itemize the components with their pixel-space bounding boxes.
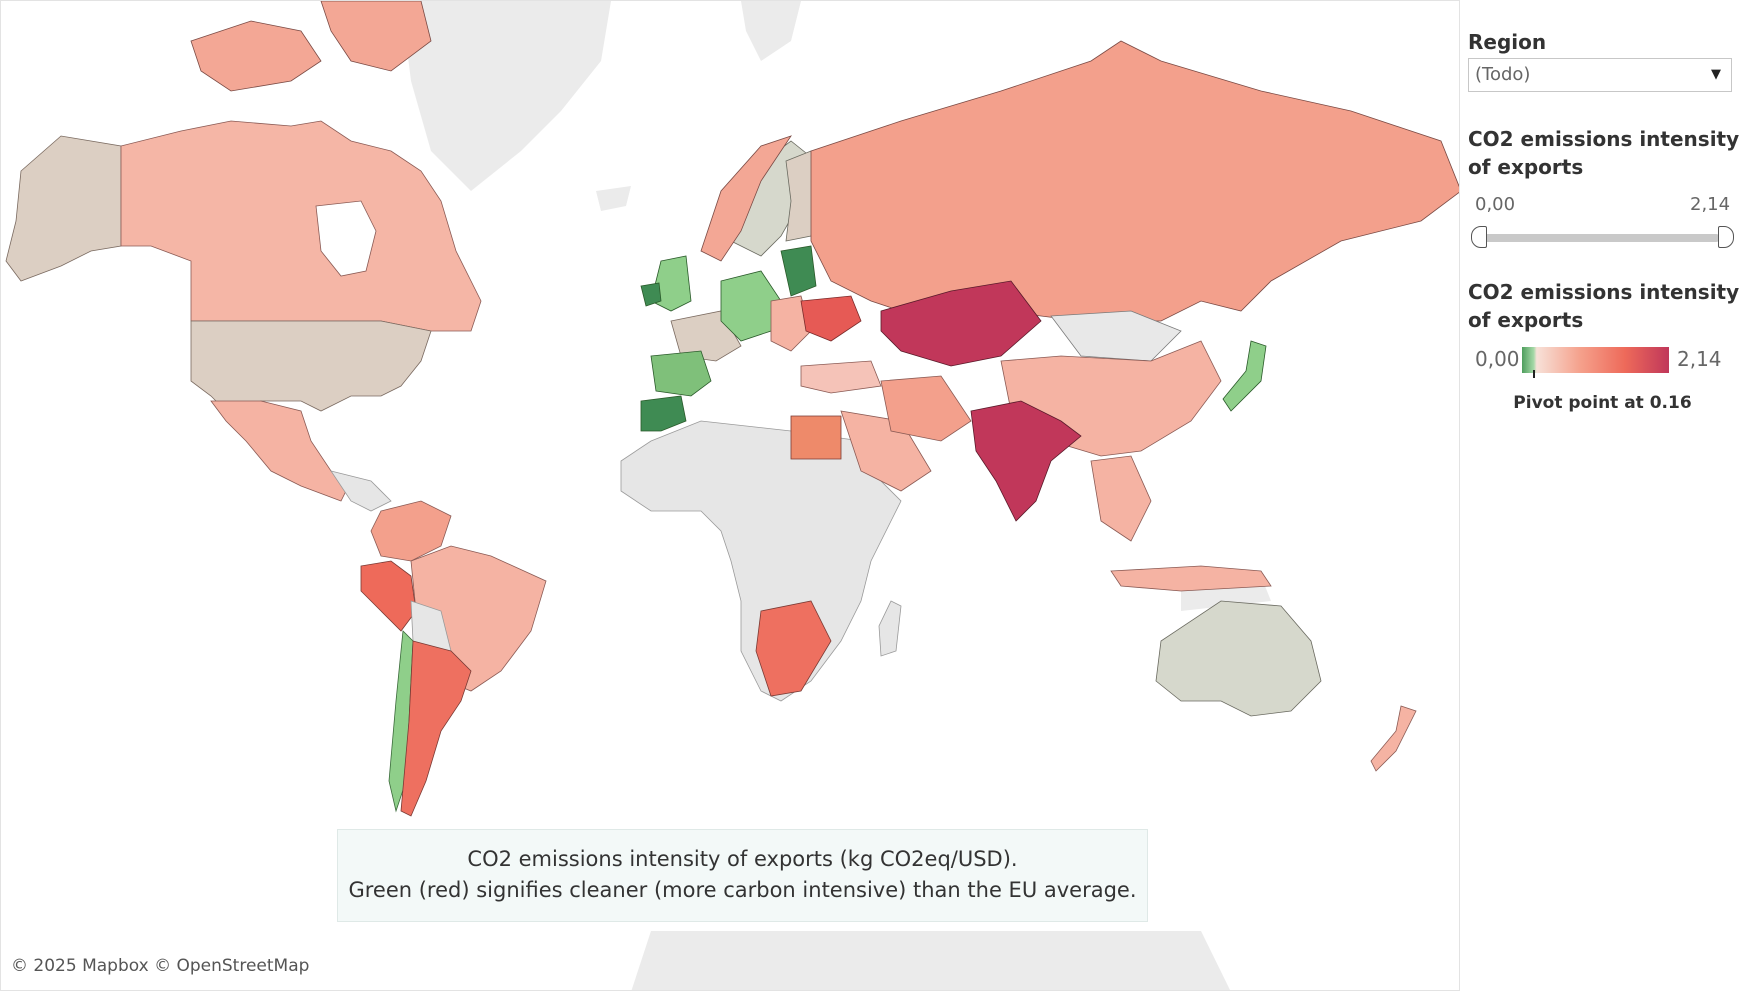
morocco[interactable]: [640, 395, 687, 432]
venezuela-colombia[interactable]: [370, 500, 452, 562]
ireland[interactable]: [640, 282, 662, 307]
southern-africa[interactable]: [755, 600, 832, 697]
norway[interactable]: [700, 135, 792, 262]
iran[interactable]: [880, 375, 972, 442]
region-dropdown-value: (Todo): [1475, 64, 1531, 85]
alaska[interactable]: [5, 135, 122, 282]
choropleth-map[interactable]: CO2 emissions intensity of exports (kg C…: [0, 0, 1460, 991]
region-dropdown[interactable]: (Todo) ▼: [1468, 58, 1732, 92]
chevron-down-icon[interactable]: ▼: [1711, 67, 1721, 82]
hudson-bay: [315, 200, 377, 277]
world-map[interactable]: [1, 1, 1460, 991]
range-slider-max-handle[interactable]: [1718, 226, 1734, 248]
united-states[interactable]: [190, 320, 432, 412]
baltics-poland[interactable]: [780, 245, 817, 297]
india[interactable]: [970, 400, 1082, 522]
region-filter-title: Region: [1468, 30, 1547, 54]
mongolia[interactable]: [1050, 310, 1182, 362]
peru[interactable]: [360, 560, 417, 632]
iberia[interactable]: [650, 350, 712, 397]
canada[interactable]: [120, 120, 482, 332]
no-data-land: [401, 1, 1271, 990]
color-legend-bar: [1522, 347, 1669, 373]
map-attribution[interactable]: © 2025 Mapbox © OpenStreetMap: [11, 956, 310, 976]
new-zealand[interactable]: [1370, 705, 1417, 772]
range-filter-title: CO2 emissions intensity of exports: [1468, 125, 1739, 181]
australia[interactable]: [1155, 600, 1322, 717]
eastern-europe[interactable]: [770, 295, 812, 352]
madagascar-no-data[interactable]: [878, 600, 902, 657]
legend-title: CO2 emissions intensity of exports: [1468, 278, 1739, 334]
legend-pivot-tick: [1533, 370, 1535, 378]
arctic-islands-2[interactable]: [320, 1, 432, 72]
range-slider-min-handle[interactable]: [1471, 226, 1487, 248]
caption-line-2: Green (red) signifies cleaner (more carb…: [348, 878, 1137, 902]
central-america[interactable]: [330, 470, 392, 512]
range-filter-title-line1: CO2 emissions intensity: [1468, 127, 1740, 151]
russia[interactable]: [810, 40, 1460, 322]
turkey[interactable]: [800, 360, 882, 394]
japan[interactable]: [1222, 340, 1267, 412]
map-caption: CO2 emissions intensity of exports (kg C…: [337, 829, 1148, 922]
pivot-note: Pivot point at 0.16: [1513, 393, 1692, 413]
range-slider-track[interactable]: [1478, 234, 1720, 242]
argentina[interactable]: [400, 640, 472, 817]
kazakhstan[interactable]: [880, 280, 1042, 367]
southeast-asia[interactable]: [1090, 455, 1152, 542]
legend-max-label: 2,14: [1677, 347, 1722, 371]
arctic-islands[interactable]: [190, 20, 322, 92]
range-max-label: 2,14: [1690, 194, 1731, 215]
legend-title-line2: of exports: [1468, 308, 1584, 332]
egypt[interactable]: [790, 415, 842, 460]
mexico[interactable]: [210, 400, 352, 502]
caption-line-1: CO2 emissions intensity of exports (kg C…: [467, 847, 1018, 871]
range-filter-title-line2: of exports: [1468, 155, 1584, 179]
filter-panel: Region (Todo) ▼ CO2 emissions intensity …: [1460, 0, 1745, 991]
range-min-label: 0,00: [1475, 194, 1516, 215]
ukraine[interactable]: [800, 295, 862, 342]
legend-min-label: 0,00: [1475, 347, 1520, 371]
indonesia[interactable]: [1110, 565, 1272, 592]
legend-title-line1: CO2 emissions intensity: [1468, 280, 1740, 304]
